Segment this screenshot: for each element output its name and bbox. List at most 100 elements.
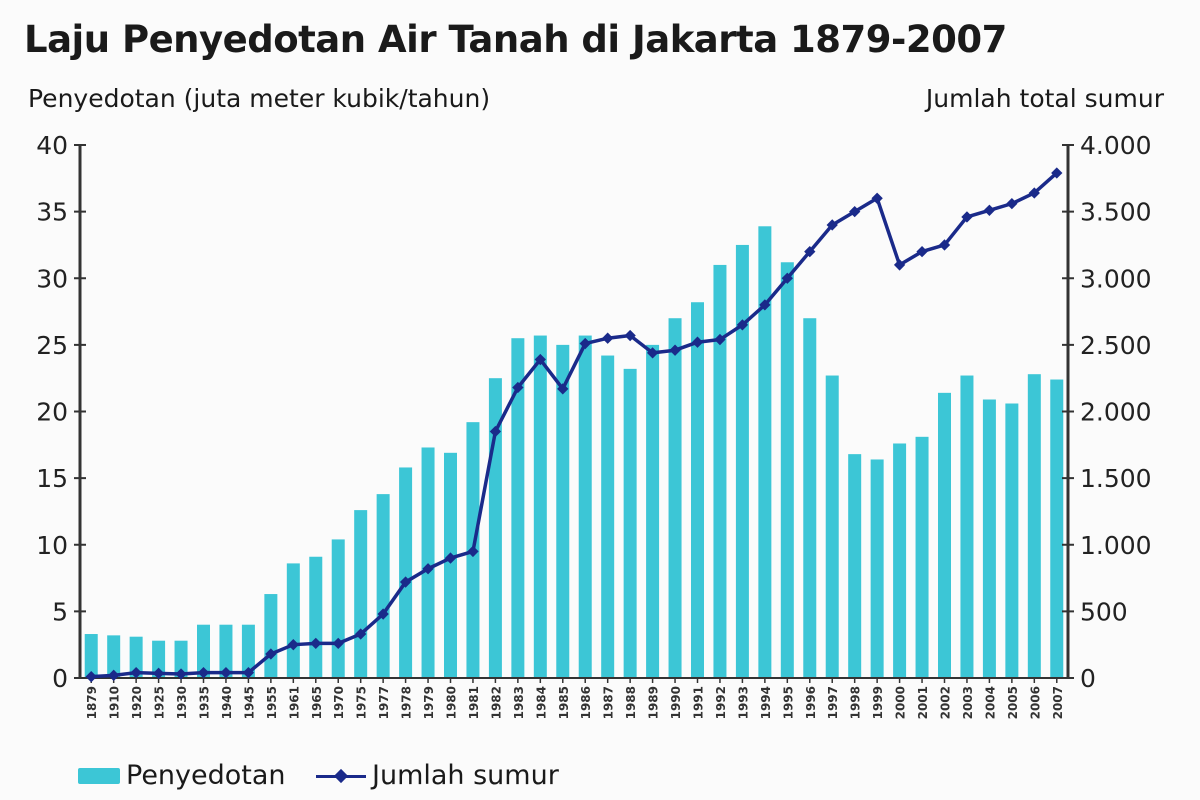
bar [960, 375, 974, 678]
x-tick-label: 2000 [894, 686, 908, 719]
bar [174, 640, 188, 678]
x-tick-label: 1970 [332, 686, 346, 719]
x-tick-label: 1983 [512, 686, 526, 719]
line-marker [916, 245, 928, 258]
x-tick-label: 1982 [489, 686, 503, 719]
bar-swatch-icon [78, 767, 120, 784]
right-axis-label: Jumlah total sumur [925, 84, 1164, 113]
bar [533, 335, 547, 678]
bar [848, 454, 862, 678]
line-marker [220, 667, 232, 679]
bar [152, 640, 166, 678]
left-tick-label: 30 [36, 264, 68, 293]
bar [915, 436, 929, 678]
line-marker [871, 192, 883, 204]
bar [399, 467, 413, 678]
x-tick-label: 2007 [1051, 686, 1065, 719]
line-marker [489, 425, 502, 438]
x-tick-label: 1930 [175, 686, 189, 719]
x-tick-label: 2003 [961, 686, 975, 719]
left-tick-label: 40 [36, 131, 68, 160]
bar [893, 443, 907, 678]
line-marker [130, 667, 142, 679]
line-marker [444, 552, 457, 564]
bar [309, 556, 323, 678]
bar [219, 624, 233, 678]
bar [241, 624, 255, 678]
bar [870, 459, 884, 678]
x-tick-label: 2006 [1028, 686, 1042, 719]
x-tick-label: 1992 [714, 686, 728, 719]
bar [735, 244, 749, 678]
bar [444, 452, 457, 678]
bar [803, 318, 817, 678]
bar [84, 634, 98, 678]
line-marker [669, 344, 681, 356]
bar [197, 624, 210, 678]
legend-label-penyedotan: Penyedotan [126, 760, 286, 791]
bar [556, 344, 570, 678]
line-marker [759, 299, 771, 311]
line-marker [467, 545, 479, 558]
x-tick-label: 1910 [108, 686, 122, 719]
bar [758, 226, 772, 678]
right-tick-label: 2.000 [1080, 398, 1152, 427]
x-tick-label: 1965 [310, 686, 324, 719]
x-tick-label: 1925 [153, 686, 167, 719]
x-tick-label: 1980 [445, 686, 459, 719]
line-marker [422, 563, 434, 575]
bar [511, 338, 525, 678]
line-marker [983, 204, 996, 216]
bar [780, 262, 794, 678]
line-marker [399, 576, 412, 588]
line-marker [826, 219, 838, 231]
line-marker [377, 608, 389, 620]
line-marker [152, 667, 165, 679]
right-tick-label: 2.500 [1080, 331, 1152, 360]
line-marker [624, 329, 636, 342]
line-series [91, 171, 1058, 679]
x-tick-label: 1993 [736, 686, 750, 719]
x-tick-label: 1995 [781, 686, 795, 719]
left-tick-label: 15 [36, 464, 68, 493]
x-tick-label: 1989 [647, 686, 661, 719]
left-axis-label: Penyedotan (juta meter kubik/tahun) [28, 84, 491, 113]
legend-item-penyedotan: Penyedotan [78, 760, 286, 791]
x-tick-label: 1987 [602, 686, 616, 719]
line-marker [512, 381, 524, 394]
line-marker [938, 239, 951, 251]
right-tick-label: 500 [1080, 597, 1128, 626]
line-marker-swatch-icon [316, 766, 366, 786]
bar [376, 494, 390, 678]
left-tick-label: 10 [36, 531, 68, 560]
bar [1027, 374, 1041, 678]
line-marker [893, 259, 906, 271]
bar [982, 399, 996, 678]
line-marker [736, 319, 749, 331]
right-tick-label: 0 [1080, 664, 1096, 693]
line-marker [646, 347, 659, 359]
x-tick-label: 1935 [198, 686, 212, 719]
right-tick-label: 4.000 [1080, 131, 1152, 160]
line-marker [602, 332, 614, 344]
left-tick-label: 5 [52, 597, 68, 626]
bar [646, 344, 660, 678]
bar [421, 447, 435, 678]
bar [623, 368, 637, 678]
line-marker [961, 211, 973, 223]
bar [331, 539, 345, 678]
right-tick-label: 3.500 [1080, 198, 1152, 227]
line-marker [175, 668, 187, 680]
line-marker [691, 336, 704, 348]
bar [668, 318, 682, 678]
line-marker [1006, 197, 1018, 210]
x-tick-label: 1988 [624, 686, 638, 719]
x-tick-label: 1997 [826, 686, 840, 719]
bar [129, 636, 143, 678]
x-tick-label: 1985 [557, 686, 571, 719]
x-tick-label: 1990 [669, 686, 683, 719]
bar [286, 563, 300, 678]
bar [1050, 379, 1064, 678]
line-marker [242, 667, 255, 679]
line-marker [804, 245, 816, 258]
